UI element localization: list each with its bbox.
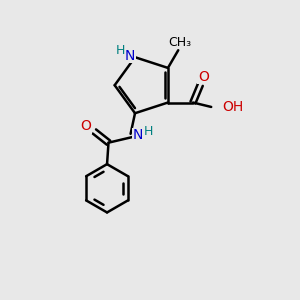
Text: OH: OH bbox=[222, 100, 244, 114]
Text: O: O bbox=[198, 70, 209, 84]
Text: CH₃: CH₃ bbox=[168, 35, 191, 49]
Text: N: N bbox=[124, 49, 135, 63]
Text: H: H bbox=[144, 125, 153, 138]
Text: N: N bbox=[133, 128, 143, 142]
Text: O: O bbox=[81, 119, 92, 133]
Text: H: H bbox=[116, 44, 126, 57]
